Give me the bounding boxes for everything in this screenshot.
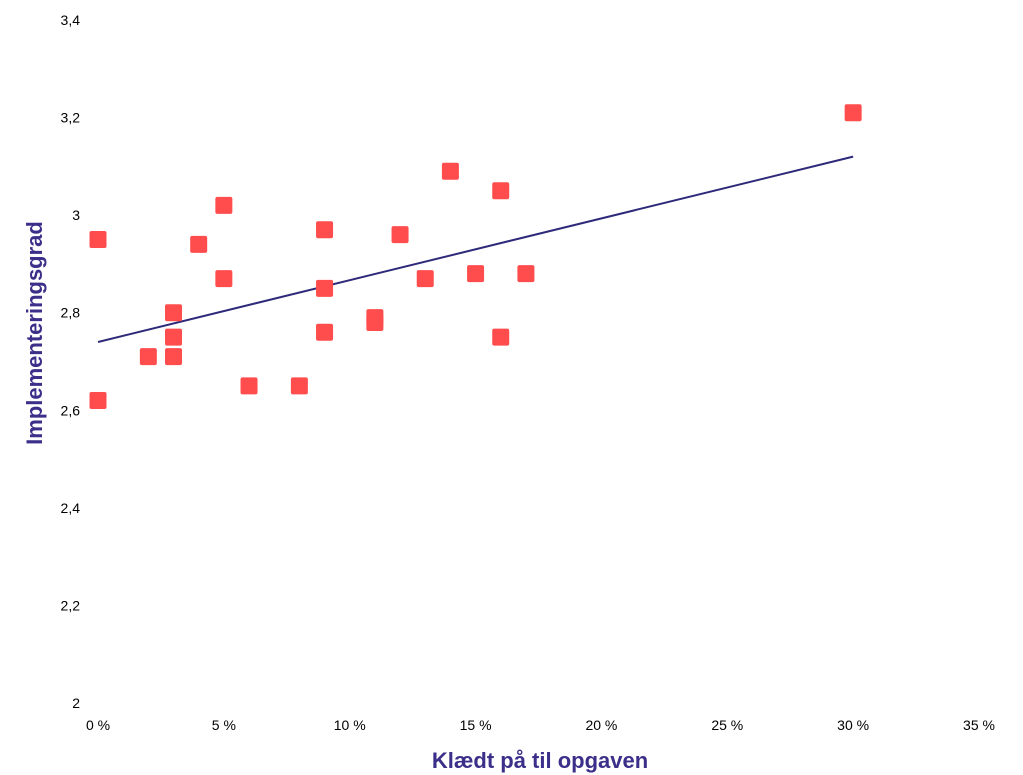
data-point [215, 196, 233, 214]
data-point [215, 270, 233, 288]
data-point [316, 323, 334, 341]
data-point [492, 328, 510, 346]
x-axis-title: Klædt på til opgaven [432, 748, 648, 773]
data-point [139, 348, 157, 366]
data-point [165, 304, 183, 322]
y-tick-label: 2,6 [61, 402, 81, 418]
y-axis-title: Implementeringsgrad [22, 221, 47, 445]
y-tick-label: 3 [72, 207, 80, 223]
data-point [240, 377, 258, 395]
data-point [89, 392, 107, 410]
y-tick-label: 3,2 [61, 110, 81, 126]
x-tick-label: 15 % [460, 717, 492, 733]
y-tick-label: 2 [72, 695, 80, 711]
y-tick-label: 2,2 [61, 597, 81, 613]
data-point [517, 265, 535, 283]
x-tick-label: 35 % [963, 717, 995, 733]
data-point [844, 104, 862, 122]
data-point [190, 235, 208, 253]
data-point [492, 182, 510, 200]
y-tick-label: 2,8 [61, 305, 81, 321]
x-tick-label: 5 % [212, 717, 236, 733]
x-tick-labels: 0 % 5 % 10 % 15 % 20 % 25 % 30 % 35 % [86, 717, 995, 733]
x-tick-label: 10 % [334, 717, 366, 733]
data-points [89, 104, 862, 410]
data-point [441, 162, 459, 180]
data-point [316, 221, 334, 239]
data-point [416, 270, 434, 288]
y-tick-label: 2,4 [61, 500, 81, 516]
data-point [467, 265, 485, 283]
data-point [391, 226, 409, 244]
x-tick-label: 25 % [711, 717, 743, 733]
y-tick-labels: 2 2,2 2,4 2,6 2,8 3 3,2 3,4 [61, 12, 81, 711]
data-point [165, 328, 183, 346]
x-tick-label: 20 % [585, 717, 617, 733]
data-point [89, 231, 107, 249]
data-point [165, 348, 183, 366]
y-tick-label: 3,4 [61, 12, 81, 28]
x-tick-label: 0 % [86, 717, 110, 733]
data-point [316, 279, 334, 297]
data-point [290, 377, 308, 395]
data-point [366, 313, 384, 331]
trendline [97, 155, 854, 343]
x-tick-label: 30 % [837, 717, 869, 733]
